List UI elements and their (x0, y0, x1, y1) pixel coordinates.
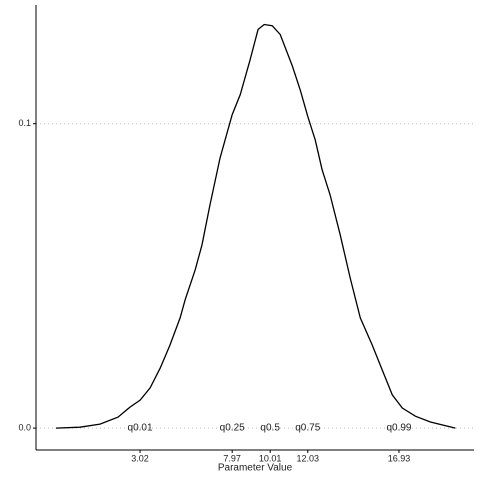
x-tick-label: 16.93 (388, 453, 411, 463)
quantile-label: q0.25 (220, 423, 245, 434)
x-axis-label: Parameter Value (218, 463, 293, 474)
y-tick-label: 0.0 (18, 422, 31, 432)
y-tick-label: 0.1 (18, 118, 31, 128)
quantile-label: q0.01 (128, 423, 153, 434)
quantile-label: q0.99 (386, 423, 411, 434)
x-tick-label: 3.02 (131, 453, 149, 463)
x-tick-label: 10.01 (259, 453, 282, 463)
quantile-label: q0.5 (260, 423, 280, 434)
x-tick-label: 12.03 (297, 453, 320, 463)
quantile-label: q0.75 (295, 423, 320, 434)
x-tick-label: 7.97 (223, 453, 241, 463)
density-line (55, 23, 456, 429)
